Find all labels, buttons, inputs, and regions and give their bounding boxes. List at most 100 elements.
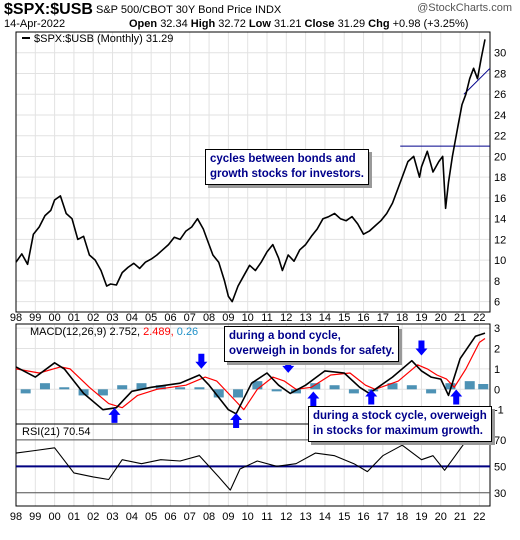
x-tick-label-bottom: 20 <box>435 511 447 523</box>
macd-histogram-bar <box>252 381 263 390</box>
x-tick-label-top: 01 <box>68 312 80 324</box>
macd-histogram-bar <box>233 389 244 398</box>
y-tick-label: 16 <box>494 193 506 205</box>
macd-histogram-bar <box>478 384 489 390</box>
macd-histogram-bar <box>213 389 224 398</box>
y-tick-label: 12 <box>494 234 506 246</box>
x-tick-label-top: 11 <box>261 312 272 324</box>
rsi-legend: RSI(21) 70.54 <box>22 426 90 438</box>
open-value: 32.34 <box>160 18 188 30</box>
close-value: 31.29 <box>337 18 366 30</box>
macd-histogram-bar <box>426 389 437 394</box>
y-tick-label: 3 <box>494 323 500 335</box>
x-tick-label-top: 03 <box>106 312 118 324</box>
macd-histogram-bar <box>194 387 205 390</box>
x-tick-label-top: 16 <box>357 312 369 324</box>
x-tick-label-top: 17 <box>377 312 389 324</box>
x-tick-label-bottom: 99 <box>29 511 41 523</box>
x-tick-label-top: 10 <box>242 312 254 324</box>
macd-histogram-bar <box>117 385 128 390</box>
y-tick-label: 22 <box>494 131 506 143</box>
trendline <box>463 67 491 95</box>
macd-histogram-bar <box>464 381 475 390</box>
x-tick-label-top: 09 <box>222 312 234 324</box>
high-label: High <box>190 18 216 30</box>
x-tick-label-top: 22 <box>473 312 485 324</box>
y-tick-label: 70 <box>494 435 506 447</box>
annotation-cycles-line1: cycles between bonds and <box>210 153 356 165</box>
x-tick-label-bottom: 14 <box>319 511 331 523</box>
annotation-cycles: cycles between bonds and growth stocks f… <box>205 149 370 185</box>
y-tick-label: 30 <box>494 488 506 500</box>
x-tick-label-top: 02 <box>87 312 99 324</box>
macd-histogram-bar <box>59 387 70 390</box>
down-arrow-icon <box>195 353 208 369</box>
up-arrow-icon <box>450 389 463 405</box>
y-tick-label: 0 <box>494 384 500 396</box>
x-tick-label-top: 99 <box>29 312 41 324</box>
price-line <box>15 39 486 303</box>
up-arrow-icon <box>108 407 121 423</box>
x-tick-label-bottom: 19 <box>415 511 427 523</box>
close-label: Close <box>304 18 335 30</box>
x-tick-label-bottom: 01 <box>68 511 80 523</box>
chart-date: 14-Apr-2022 <box>4 18 66 30</box>
up-arrow-icon <box>230 412 243 428</box>
panel-frame <box>15 31 491 313</box>
high-value: 32.72 <box>218 18 246 30</box>
annotation-stock-line1: during a stock cycle, overweigh <box>313 410 487 422</box>
chg-label: Chg <box>368 18 390 30</box>
macd-legend-hist: 0.26 <box>177 326 198 338</box>
x-tick-label-top: 18 <box>396 312 408 324</box>
chart-description: S&P 500/CBOT 30Y Bond Price INDX <box>96 4 282 16</box>
x-tick-label-top: 15 <box>338 312 350 324</box>
open-label: Open <box>129 18 158 30</box>
annotation-bond-line1: during a bond cycle, <box>229 330 341 342</box>
x-tick-label-bottom: 22 <box>473 511 485 523</box>
x-tick-label-top: 13 <box>299 312 311 324</box>
x-tick-label-bottom: 17 <box>377 511 389 523</box>
macd-histogram-bar <box>39 383 50 390</box>
y-tick-label: 6 <box>494 297 500 309</box>
x-tick-label-top: 00 <box>48 312 60 324</box>
annotation-bond-line2: overweigh in bonds for safety. <box>229 345 395 357</box>
x-tick-label-top: 04 <box>126 312 138 324</box>
x-tick-label-top: 07 <box>184 312 196 324</box>
annotation-cycles-line2: growth stocks for investors. <box>210 168 365 180</box>
panel-frame <box>15 423 491 507</box>
x-tick-label-bottom: 00 <box>48 511 60 523</box>
macd-histogram-bar <box>136 383 147 390</box>
y-tick-label: 8 <box>494 276 500 288</box>
y-tick-label: 20 <box>494 151 506 163</box>
y-tick-label: 14 <box>494 214 506 226</box>
macd-signal-line <box>15 338 486 411</box>
y-tick-label: 2 <box>494 343 500 355</box>
x-tick-label-bottom: 16 <box>357 511 369 523</box>
x-tick-label-top: 21 <box>454 312 466 324</box>
macd-legend-signal: 2.489, <box>143 326 177 338</box>
y-tick-label: -1 <box>494 405 504 417</box>
macd-histogram-bar <box>20 389 31 394</box>
x-tick-label-bottom: 18 <box>396 511 408 523</box>
macd-histogram-bar <box>310 383 321 390</box>
x-tick-label-bottom: 10 <box>242 511 254 523</box>
x-tick-label-bottom: 04 <box>126 511 138 523</box>
x-tick-label-bottom: 09 <box>222 511 234 523</box>
x-tick-label-top: 05 <box>145 312 157 324</box>
x-tick-label-top: 12 <box>280 312 292 324</box>
x-tick-label-bottom: 03 <box>106 511 118 523</box>
annotation-stock-cycle: during a stock cycle, overweigh in stock… <box>308 406 492 442</box>
up-arrow-icon <box>365 389 378 405</box>
y-tick-label: 24 <box>494 110 506 122</box>
x-tick-label-bottom: 98 <box>10 511 22 523</box>
macd-histogram-bar <box>290 389 301 394</box>
annotation-stock-line2: in stocks for maximum growth. <box>313 425 483 437</box>
macd-histogram-bar <box>175 387 186 390</box>
x-tick-label-top: 19 <box>415 312 427 324</box>
y-tick-label: 18 <box>494 172 506 184</box>
macd-legend-value: MACD(12,26,9) 2.752, <box>30 326 143 338</box>
y-tick-label: 10 <box>494 255 506 267</box>
macd-histogram-bar <box>406 385 417 390</box>
macd-histogram-bar <box>155 385 166 390</box>
